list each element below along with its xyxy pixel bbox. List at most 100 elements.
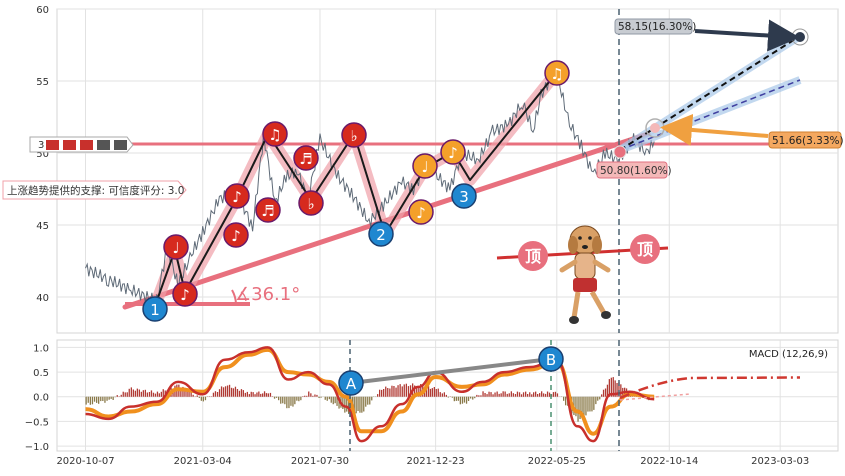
macd-histogram-bar — [129, 389, 130, 397]
macd-histogram-bar — [585, 397, 586, 416]
macd-histogram-bar — [88, 397, 89, 403]
macd-histogram-bar — [141, 392, 142, 397]
macd-histogram-bar — [268, 393, 269, 396]
macd-histogram-bar — [104, 397, 105, 403]
macd-histogram-bar — [280, 397, 281, 404]
macd-y-tick-label: 1.0 — [33, 343, 49, 354]
macd-histogram-bar — [135, 391, 136, 397]
macd-histogram-bar — [470, 397, 471, 399]
macd-histogram-bar — [123, 392, 124, 397]
macd-histogram-bar — [149, 392, 150, 397]
macd-histogram-bar — [235, 387, 236, 397]
current-price-text: 50.80(1.60%) — [600, 165, 672, 177]
macd-histogram-bar — [94, 397, 95, 402]
marker-b-label: B — [546, 351, 556, 369]
current-price-dot — [614, 146, 626, 158]
macd-histogram-bar — [288, 397, 289, 408]
macd-histogram-bar — [233, 388, 234, 396]
marker-a-label: A — [346, 375, 357, 393]
macd-histogram-bar — [490, 392, 491, 397]
macd-histogram-bar — [547, 392, 548, 397]
macd-histogram-bar — [111, 397, 112, 399]
macd-histogram-bar — [406, 384, 407, 397]
macd-histogram-bar — [217, 392, 218, 397]
note-icon: ♫ — [550, 65, 563, 83]
x-tick-label: 2022-05-25 — [528, 456, 586, 467]
macd-y-tick-label: −0.5 — [25, 417, 49, 428]
macd-histogram-bar — [229, 385, 230, 397]
macd-histogram-bar — [593, 397, 594, 410]
macd-histogram-bar — [381, 390, 382, 397]
macd-histogram-bar — [109, 397, 110, 400]
macd-histogram-bar — [139, 390, 140, 397]
note-icon: ♩ — [172, 239, 179, 257]
macd-histogram-bar — [131, 387, 132, 396]
macd-histogram-bar — [153, 393, 154, 397]
macd-histogram-bar — [159, 393, 160, 397]
macd-histogram-bar — [253, 392, 254, 397]
macd-histogram-bar — [400, 384, 401, 397]
macd-histogram-bar — [133, 390, 134, 397]
macd-histogram-bar — [531, 394, 532, 397]
upper-target-text: 58.15(16.30%) — [618, 21, 696, 33]
label-mid-target: 51.66(3.33%) — [769, 132, 844, 148]
macd-histogram-bar — [274, 397, 275, 399]
macd-histogram-bar — [264, 391, 265, 396]
macd-histogram-bar — [333, 397, 334, 405]
macd-histogram-bar — [262, 393, 263, 396]
macd-histogram-bar — [454, 397, 455, 402]
note-icon: ♩ — [421, 158, 428, 176]
macd-histogram-bar — [389, 389, 390, 397]
target-dot-mid — [650, 123, 660, 133]
macd-histogram-bar — [314, 395, 315, 397]
macd-histogram-bar — [215, 391, 216, 397]
macd-histogram-bar — [521, 394, 522, 397]
macd-histogram-bar — [511, 391, 512, 396]
label-current: 50.80(1.60%) — [597, 162, 672, 178]
macd-histogram-bar — [300, 397, 301, 401]
pattern-count: 3 — [38, 140, 44, 151]
macd-histogram-bar — [237, 389, 238, 397]
macd-histogram-bar — [577, 397, 578, 422]
macd-histogram-bar — [446, 395, 447, 397]
macd-histogram-bar — [260, 394, 261, 397]
macd-histogram-bar — [201, 397, 202, 401]
macd-histogram-bar — [98, 397, 99, 404]
macd-histogram-bar — [239, 391, 240, 397]
macd-histogram-bar — [357, 397, 358, 411]
x-tick-label: 2021-03-04 — [174, 456, 232, 467]
macd-histogram-bar — [90, 397, 91, 405]
macd-histogram-bar — [478, 395, 479, 396]
macd-histogram-bar — [599, 397, 600, 400]
wave-number-label: 2 — [376, 226, 386, 244]
macd-histogram-bar — [466, 397, 467, 404]
macd-histogram-bar — [458, 397, 459, 401]
macd-histogram-bar — [587, 397, 588, 412]
macd-histogram-bar — [270, 393, 271, 397]
macd-histogram-bar — [474, 397, 475, 399]
price-y-tick-label: 55 — [36, 77, 49, 88]
macd-histogram-bar — [503, 391, 504, 396]
macd-histogram-bar — [113, 397, 114, 400]
macd-histogram-bar — [438, 389, 439, 397]
macd-histogram-bar — [462, 397, 463, 404]
macd-histogram-bar — [117, 395, 118, 397]
macd-histogram-bar — [397, 385, 398, 397]
macd-histogram-bar — [595, 397, 596, 404]
note-icon: ♫ — [268, 126, 281, 144]
label-upper-target: 58.15(16.30%) — [615, 19, 696, 34]
macd-histogram-bar — [344, 397, 345, 413]
macd-histogram-bar — [589, 397, 590, 412]
target-dot-upper — [795, 32, 805, 42]
macd-histogram-bar — [605, 389, 606, 397]
macd-histogram-bar — [100, 397, 101, 401]
macd-histogram-bar — [292, 397, 293, 407]
macd-histogram-bar — [213, 393, 214, 397]
macd-histogram-bar — [106, 397, 107, 401]
x-tick-label: 2022-10-14 — [640, 456, 698, 467]
macd-histogram-bar — [327, 397, 328, 401]
macd-histogram-bar — [155, 394, 156, 397]
macd-histogram-bar — [501, 393, 502, 396]
